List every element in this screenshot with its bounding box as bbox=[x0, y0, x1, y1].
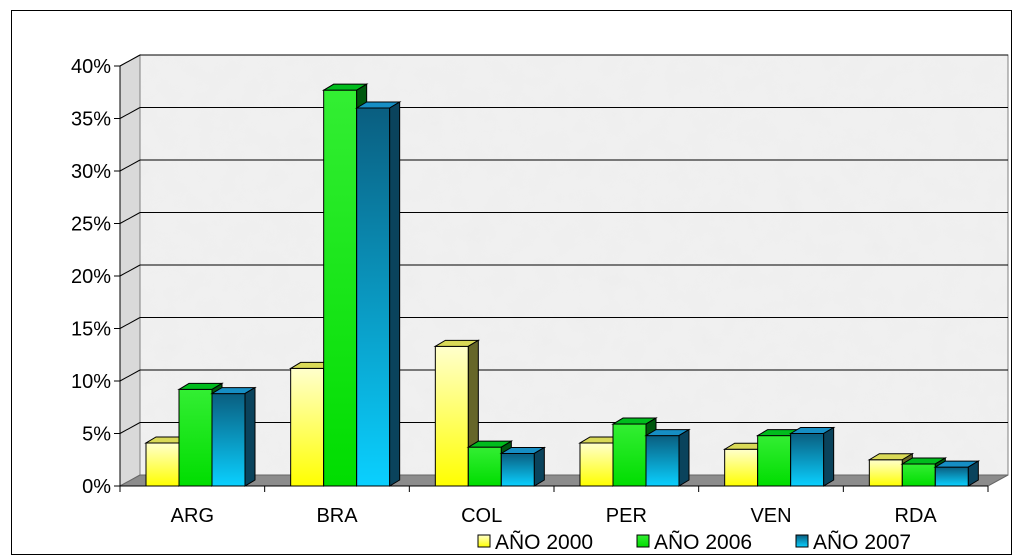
bar-front bbox=[290, 367, 325, 487]
x-tick-label: ARG bbox=[171, 505, 214, 527]
legend: AÑO 2000 AÑO 2006 AÑO 2007 bbox=[477, 530, 911, 554]
legend-swatch bbox=[477, 534, 491, 548]
bar-front bbox=[211, 393, 246, 487]
legend-swatch bbox=[795, 534, 809, 548]
bar-front bbox=[934, 466, 969, 487]
bar-front bbox=[645, 435, 680, 487]
gridline-depth bbox=[119, 369, 141, 382]
y-tick-label: 25% bbox=[71, 214, 111, 236]
bar-front bbox=[145, 442, 180, 487]
y-tick-label: 15% bbox=[71, 319, 111, 341]
gridline-depth bbox=[119, 107, 141, 119]
bar-front bbox=[467, 446, 502, 487]
legend-label: AÑO 2007 bbox=[813, 530, 911, 554]
gridline-depth bbox=[119, 159, 141, 172]
bar-front bbox=[323, 89, 358, 487]
legend-swatch bbox=[636, 534, 650, 548]
bar-front bbox=[790, 433, 825, 487]
bar-side bbox=[389, 101, 401, 487]
bar-side bbox=[244, 386, 256, 487]
y-tick-label: 35% bbox=[71, 109, 111, 131]
bar-side bbox=[823, 426, 835, 487]
bar-front bbox=[724, 448, 759, 487]
bar bbox=[644, 428, 691, 487]
gridlines bbox=[119, 54, 1008, 434]
bar-front bbox=[579, 442, 614, 487]
bar bbox=[788, 426, 836, 487]
x-tick-label: VEN bbox=[750, 505, 791, 527]
bar-front bbox=[356, 107, 391, 487]
y-axis: 0% 5% 10% 15% 20% 25% 30% 35% 40% bbox=[71, 56, 121, 498]
bar-front bbox=[901, 463, 936, 487]
y-tick-label: 5% bbox=[82, 424, 111, 446]
x-tick-label: PER bbox=[606, 505, 647, 527]
bar-front bbox=[434, 345, 469, 487]
bar-front bbox=[178, 388, 213, 487]
y-tick-label: 10% bbox=[71, 371, 111, 393]
bars bbox=[144, 83, 981, 487]
bar-front bbox=[500, 452, 535, 487]
y-tick-label: 40% bbox=[71, 56, 111, 78]
y-tick-label: 20% bbox=[71, 266, 111, 288]
legend-label: AÑO 2000 bbox=[495, 530, 593, 554]
bar bbox=[354, 101, 402, 487]
bar-front bbox=[868, 459, 903, 487]
gridline-depth bbox=[119, 264, 141, 277]
y-tick-label: 30% bbox=[71, 161, 111, 183]
gridline-depth bbox=[119, 54, 141, 67]
gridline-depth bbox=[119, 422, 141, 434]
bar bbox=[499, 446, 547, 487]
legend-label: AÑO 2006 bbox=[654, 530, 752, 554]
gridline-depth bbox=[119, 212, 141, 224]
x-tick-label: BRA bbox=[316, 505, 358, 527]
bar-side bbox=[533, 446, 545, 487]
x-tick-label: RDA bbox=[895, 505, 938, 527]
bar-front bbox=[757, 435, 792, 487]
bar-side bbox=[967, 460, 979, 487]
x-axis: ARG BRA COL PER VEN RDA bbox=[119, 485, 989, 527]
bar bbox=[933, 460, 981, 487]
bar bbox=[210, 386, 257, 487]
y-tick-label: 0% bbox=[82, 476, 111, 498]
gridline-depth bbox=[119, 317, 141, 329]
bar-side bbox=[678, 428, 690, 487]
bar-front bbox=[612, 423, 647, 487]
x-tick-label: COL bbox=[461, 505, 502, 527]
